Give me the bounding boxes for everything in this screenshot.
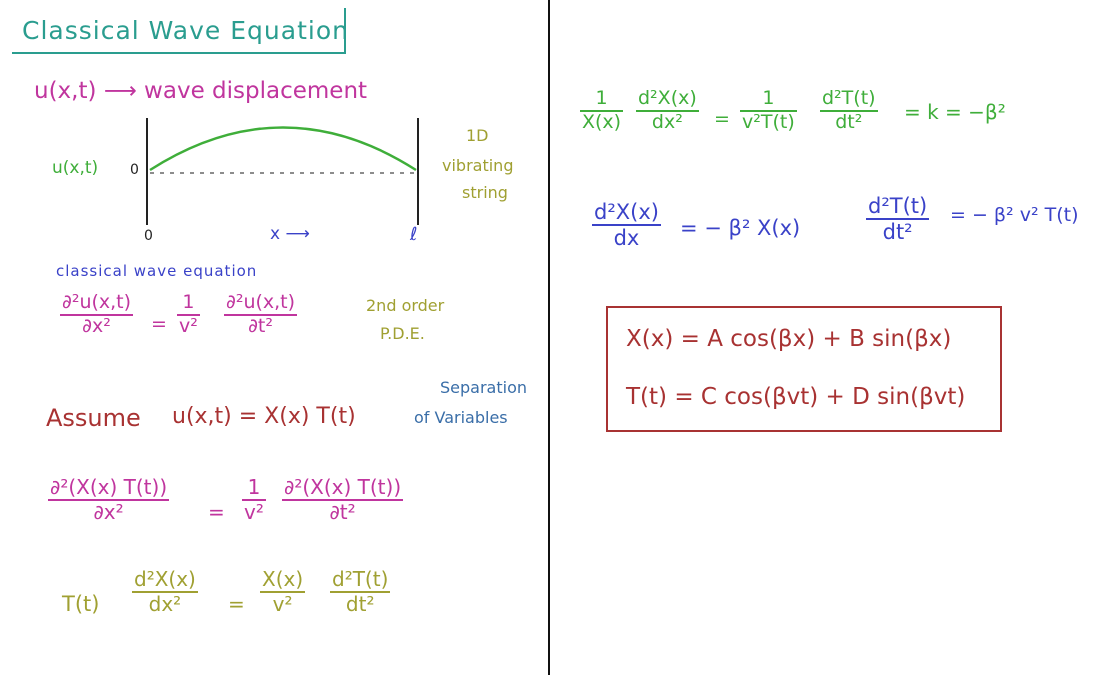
fraction-bar (740, 109, 797, 112)
wave-eq-lhs-num: ∂²u(x,t) (62, 291, 132, 313)
x-ode-num: d²X(x) (594, 200, 659, 224)
center-divider (548, 0, 550, 675)
wave-eq-rhs-den: ∂t² (248, 314, 273, 337)
sep-eq-d-den: dt² (835, 110, 863, 133)
t-ode-num: d²T(t) (868, 194, 928, 218)
t-ode-den: dt² (882, 220, 913, 245)
fraction-bar (636, 109, 699, 112)
wave-eq-rhs-num: ∂²u(x,t) (226, 291, 296, 313)
sub-eq-coef-den: v² (244, 500, 264, 524)
fraction-bar (242, 499, 266, 501)
definition-text: u(x,t) ⟶ wave displacement (34, 78, 368, 104)
diagram-u-label: u(x,t) (52, 158, 99, 178)
order-note-line2: P.D.E. (380, 324, 425, 343)
fraction-bar (820, 109, 878, 112)
side-note-string: string (462, 183, 508, 202)
sep-eq-b-num: d²X(x) (638, 87, 697, 109)
sep-eq-b: d²X(x) dx² (636, 87, 699, 134)
sep-eq-a-num: 1 (595, 87, 608, 109)
string-diagram (146, 118, 419, 225)
fraction-bar (866, 218, 930, 221)
string-curve (149, 126, 417, 172)
sub-eq-coef-num: 1 (247, 475, 261, 499)
wave-eq-coef-den: v² (179, 314, 198, 337)
separation-note-line2: of Variables (414, 408, 508, 427)
sep-eq-d-num: d²T(t) (822, 87, 876, 109)
sub-eq-lhs-den: ∂x² (93, 500, 124, 524)
wave-eq-lhs: ∂²u(x,t) ∂x² (60, 291, 134, 338)
wave-eq-coef-num: 1 (182, 291, 195, 313)
assume-label: Assume (46, 404, 141, 432)
ode-b-num: X(x) (262, 567, 304, 591)
fraction-bar (260, 591, 306, 593)
fraction-bar (580, 109, 624, 112)
x-solution: X(x) = A cos(βx) + B sin(βx) (626, 326, 952, 352)
wave-eq-equals: = (151, 313, 167, 335)
fraction-bar (177, 313, 200, 316)
sub-eq-lhs: ∂²(X(x) T(t)) ∂x² (48, 475, 170, 524)
separation-note-line1: Separation (440, 378, 527, 397)
sep-eq-c: 1 v²T(t) (740, 87, 797, 134)
sub-eq-rhs-num: ∂²(X(x) T(t)) (284, 475, 402, 499)
order-note-line1: 2nd order (366, 296, 445, 315)
ode-c-num: d²T(t) (332, 567, 389, 591)
diagram-x-origin: 0 (144, 228, 153, 244)
ode-c-den: dt² (345, 592, 375, 616)
sub-eq-rhs-den: ∂t² (329, 500, 356, 524)
ode-c: d²T(t) dt² (330, 567, 391, 616)
ode-a: d²X(x) dx² (132, 568, 198, 616)
ode-a-den: dx² (148, 592, 182, 616)
solution-box (606, 306, 1002, 432)
sub-eq-rhs: ∂²(X(x) T(t)) ∂t² (282, 475, 404, 524)
t-solution: T(t) = C cos(βvt) + D sin(βvt) (626, 384, 966, 410)
sep-eq-a-den: X(x) (582, 110, 622, 133)
x-ode-rhs: = − β² X(x) (680, 216, 801, 240)
separation-expression: u(x,t) = X(x) T(t) (172, 404, 356, 429)
diagram-zero-label: 0 (130, 162, 139, 178)
x-ode-lhs: d²X(x) dx (592, 200, 661, 250)
sub-eq-lhs-num: ∂²(X(x) T(t)) (50, 475, 168, 499)
sub-eq-equals: = (208, 500, 225, 524)
side-note-1d: 1D (466, 126, 489, 145)
sep-eq-tail: = k = −β² (904, 100, 1006, 124)
diagram-x-end: ℓ (410, 224, 418, 245)
fraction-bar (48, 499, 170, 501)
ode-equals: = (228, 592, 245, 616)
x-ode-den: dx (613, 226, 640, 251)
title-box (12, 8, 346, 54)
sep-eq-c-den: v²T(t) (742, 110, 795, 133)
wave-eq-lhs-den: ∂x² (82, 314, 111, 337)
t-ode-lhs: d²T(t) dt² (866, 194, 930, 245)
sep-eq-c-num: 1 (762, 87, 775, 109)
ode-b: X(x) v² (260, 567, 306, 616)
diagram-x-axis-label: x ⟶ (270, 224, 310, 244)
side-note-vibrating: vibrating (442, 156, 514, 175)
fraction-bar (330, 591, 391, 593)
fraction-bar (592, 224, 661, 227)
sep-eq-d: d²T(t) dt² (820, 87, 878, 134)
ode-a-num: d²X(x) (134, 567, 196, 591)
wave-eq-coef: 1 v² (177, 291, 200, 338)
t-ode-rhs: = − β² v² T(t) (950, 204, 1079, 226)
sep-eq-a: 1 X(x) (580, 87, 624, 134)
sep-eq-equals: = (714, 108, 730, 130)
wave-eq-rhs: ∂²u(x,t) ∂t² (224, 291, 298, 338)
page-title: Classical Wave Equation (22, 16, 349, 45)
classical-heading: classical wave equation (56, 262, 258, 280)
ode-b-den: v² (272, 592, 293, 616)
fraction-bar (60, 313, 134, 316)
fraction-bar (132, 591, 198, 593)
sub-eq-coef: 1 v² (242, 476, 266, 524)
fraction-bar (224, 313, 298, 316)
fraction-bar (282, 499, 404, 501)
sep-eq-b-den: dx² (651, 110, 683, 133)
ode-lead: T(t) (62, 592, 100, 616)
